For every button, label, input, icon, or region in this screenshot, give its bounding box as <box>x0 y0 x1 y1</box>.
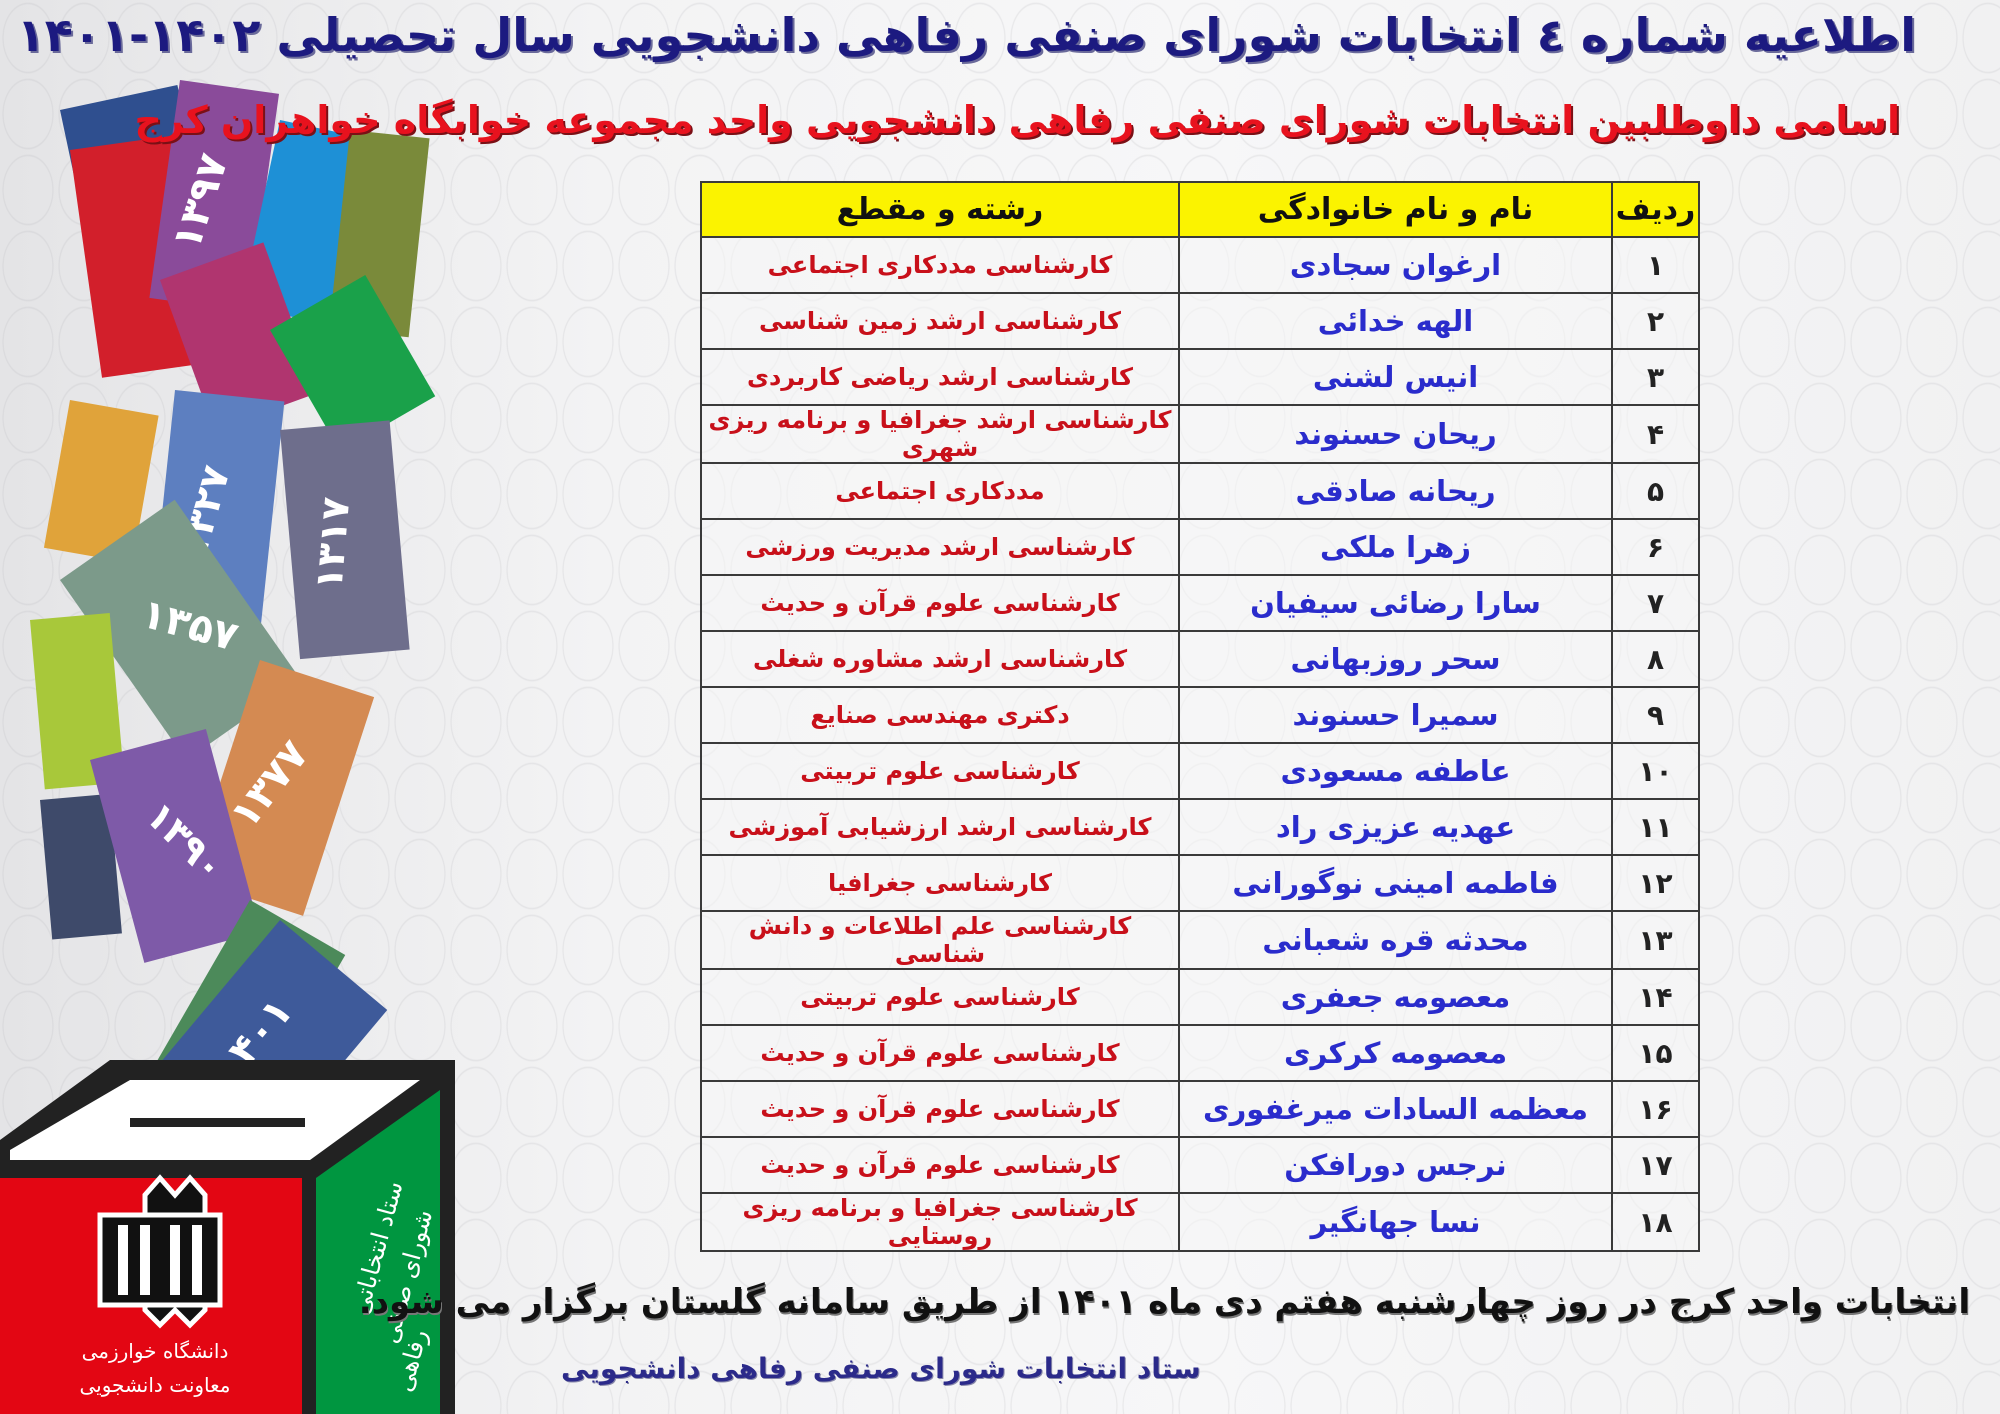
column-header-name: نام و نام خانوادگی <box>1178 181 1613 238</box>
candidate-field: کارشناسی علم اطلاعات و دانش شناسی <box>700 910 1180 970</box>
column-header-index: ردیف <box>1611 181 1700 238</box>
candidate-field: کارشناسی مددکاری اجتماعی <box>700 236 1180 294</box>
candidate-name: سحر روزبهانی <box>1178 630 1613 688</box>
column-header-field: رشته و مقطع <box>700 181 1180 238</box>
table-row: ۳ انیس لشنی کارشناسی ارشد ریاضی کاربردی <box>700 348 1700 406</box>
signature: ستاد انتخابات شورای صنفی رفاهی دانشجویی <box>561 1352 1201 1385</box>
candidate-field: کارشناسی ارشد ارزشیابی آموزشی <box>700 798 1180 856</box>
candidate-field: کارشناسی علوم قرآن و حدیث <box>700 574 1180 632</box>
ballot-box: دانشگاه خوارزمی معاونت دانشجویی ستاد انت… <box>0 1060 455 1414</box>
candidate-field: کارشناسی علوم قرآن و حدیث <box>700 1136 1180 1194</box>
ballot-cards: ۱۳۹۷ ۱۳۲۷ ۱۳۱۷ ۱۳۵۷ ۱۳۷۷ ۱۳۹۰ ۱۴۰۱ <box>30 79 436 1164</box>
ballot-card: ۱۳۱۷ <box>280 420 410 660</box>
candidates-table: ردیف نام و نام خانوادگی رشته و مقطع ۱ ارغ… <box>700 181 1700 1252</box>
candidate-name: فاطمه امینی نوگورانی <box>1178 854 1613 912</box>
candidate-name: ارغوان سجادی <box>1178 236 1613 294</box>
candidate-field: کارشناسی ارشد ریاضی کاربردی <box>700 348 1180 406</box>
ballot-card <box>43 400 159 564</box>
candidate-field: مددکاری اجتماعی <box>700 462 1180 520</box>
ballot-card <box>30 613 125 790</box>
row-index: ۳ <box>1611 348 1700 406</box>
row-index: ۲ <box>1611 292 1700 350</box>
row-index: ۹ <box>1611 686 1700 744</box>
page-subtitle: اسامی داوطلبین انتخابات شورای صنفی رفاهی… <box>134 98 1900 142</box>
row-index: ۱۴ <box>1611 968 1700 1026</box>
table-row: ۱۱ عهدیه عزیزی راد کارشناسی ارشد ارزشیابی … <box>700 798 1700 856</box>
candidate-field: کارشناسی ارشد جغرافیا و برنامه ریزی شهری <box>700 404 1180 464</box>
table-row: ۶ زهرا ملکی کارشناسی ارشد مدیریت ورزشی <box>700 518 1700 576</box>
candidate-name: انیس لشنی <box>1178 348 1613 406</box>
ballot-card: ۱۳۹۰ <box>90 728 261 963</box>
table-row: ۲ الهه خدائی کارشناسی ارشد زمین شناسی <box>700 292 1700 350</box>
candidate-field: کارشناسی علوم قرآن و حدیث <box>700 1024 1180 1082</box>
row-index: ۱ <box>1611 236 1700 294</box>
candidate-field: دکتری مهندسی صنایع <box>700 686 1180 744</box>
election-notice: انتخابات واحد کرج در روز چهارشنبه هفتم د… <box>358 1282 1970 1322</box>
candidate-name: سمیرا حسنوند <box>1178 686 1613 744</box>
box-front-line-1: دانشگاه خوارزمی <box>82 1339 229 1363</box>
row-index: ۱۰ <box>1611 742 1700 800</box>
table-row: ۱۶ معظمه السادات میرغفوری کارشناسی علوم قر… <box>700 1080 1700 1138</box>
table-row: ۱۵ معصومه کرکری کارشناسی علوم قرآن و حدیث <box>700 1024 1700 1082</box>
candidate-field: کارشناسی جغرافیا <box>700 854 1180 912</box>
table-row: ۱۴ معصومه جعفری کارشناسی علوم تربیتی <box>700 968 1700 1026</box>
candidate-field: کارشناسی ارشد زمین شناسی <box>700 292 1180 350</box>
row-index: ۱۲ <box>1611 854 1700 912</box>
candidate-name: نرجس دورافکن <box>1178 1136 1613 1194</box>
ballot-card <box>160 242 319 431</box>
table-row: ۱۳ محدثه قره شعبانی کارشناسی علم اطلاعات و… <box>700 910 1700 970</box>
candidate-field: کارشناسی علوم تربیتی <box>700 742 1180 800</box>
table-row: ۵ ریحانه صادقی مددکاری اجتماعی <box>700 462 1700 520</box>
ballot-illustration: ۱۳۹۷ ۱۳۲۷ ۱۳۱۷ ۱۳۵۷ ۱۳۷۷ ۱۳۹۰ ۱۴۰۱ دانشگ… <box>0 79 455 1414</box>
page-title: اطلاعیه شماره ٤ انتخابات شورای صنفی رفاه… <box>16 8 1916 62</box>
table-header-row: ردیف نام و نام خانوادگی رشته و مقطع <box>700 181 1700 238</box>
table-row: ۱۲ فاطمه امینی نوگورانی کارشناسی جغرافیا <box>700 854 1700 912</box>
row-index: ۸ <box>1611 630 1700 688</box>
row-index: ۱۸ <box>1611 1192 1700 1252</box>
candidate-name: ریحانه صادقی <box>1178 462 1613 520</box>
box-front-line-2: معاونت دانشجویی <box>79 1373 230 1397</box>
candidate-name: زهرا ملکی <box>1178 518 1613 576</box>
row-index: ۱۷ <box>1611 1136 1700 1194</box>
candidate-name: نسا جهانگیر <box>1178 1192 1613 1252</box>
row-index: ۱۵ <box>1611 1024 1700 1082</box>
candidate-name: عاطفه مسعودی <box>1178 742 1613 800</box>
candidate-field: کارشناسی علوم قرآن و حدیث <box>700 1080 1180 1138</box>
ballot-card <box>40 793 122 940</box>
svg-text:۱۳۱۷: ۱۳۱۷ <box>306 495 358 591</box>
ballot-card: ۱۳۵۷ <box>60 499 301 761</box>
table-row: ۹ سمیرا حسنوند دکتری مهندسی صنایع <box>700 686 1700 744</box>
table-row: ۱۰ عاطفه مسعودی کارشناسی علوم تربیتی <box>700 742 1700 800</box>
row-index: ۷ <box>1611 574 1700 632</box>
candidate-name: معظمه السادات میرغفوری <box>1178 1080 1613 1138</box>
table-row: ۱ ارغوان سجادی کارشناسی مددکاری اجتماعی <box>700 236 1700 294</box>
candidate-name: محدثه قره شعبانی <box>1178 910 1613 970</box>
table-row: ۴ ریحان حسنوند کارشناسی ارشد جغرافیا و برن… <box>700 404 1700 464</box>
candidate-field: کارشناسی علوم تربیتی <box>700 968 1180 1026</box>
candidate-field: کارشناسی ارشد مشاوره شغلی <box>700 630 1180 688</box>
university-logo <box>97 1174 223 1329</box>
row-index: ۶ <box>1611 518 1700 576</box>
candidate-field: کارشناسی ارشد مدیریت ورزشی <box>700 518 1180 576</box>
row-index: ۱۱ <box>1611 798 1700 856</box>
candidate-field: کارشناسی جغرافیا و برنامه ریزی روستایی <box>700 1192 1180 1252</box>
candidate-name: عهدیه عزیزی راد <box>1178 798 1613 856</box>
candidate-name: ریحان حسنوند <box>1178 404 1613 464</box>
candidate-name: الهه خدائی <box>1178 292 1613 350</box>
candidate-name: سارا رضائی سیفیان <box>1178 574 1613 632</box>
row-index: ۴ <box>1611 404 1700 464</box>
ballot-card <box>270 275 436 452</box>
table-row: ۱۷ نرجس دورافکن کارشناسی علوم قرآن و حدیث <box>700 1136 1700 1194</box>
candidate-name: معصومه کرکری <box>1178 1024 1613 1082</box>
table-row: ۸ سحر روزبهانی کارشناسی ارشد مشاوره شغلی <box>700 630 1700 688</box>
candidate-name: معصومه جعفری <box>1178 968 1613 1026</box>
row-index: ۱۳ <box>1611 910 1700 970</box>
table-row: ۷ سارا رضائی سیفیان کارشناسی علوم قرآن و ح… <box>700 574 1700 632</box>
row-index: ۱۶ <box>1611 1080 1700 1138</box>
table-row: ۱۸ نسا جهانگیر کارشناسی جغرافیا و برنامه ر… <box>700 1192 1700 1252</box>
row-index: ۵ <box>1611 462 1700 520</box>
